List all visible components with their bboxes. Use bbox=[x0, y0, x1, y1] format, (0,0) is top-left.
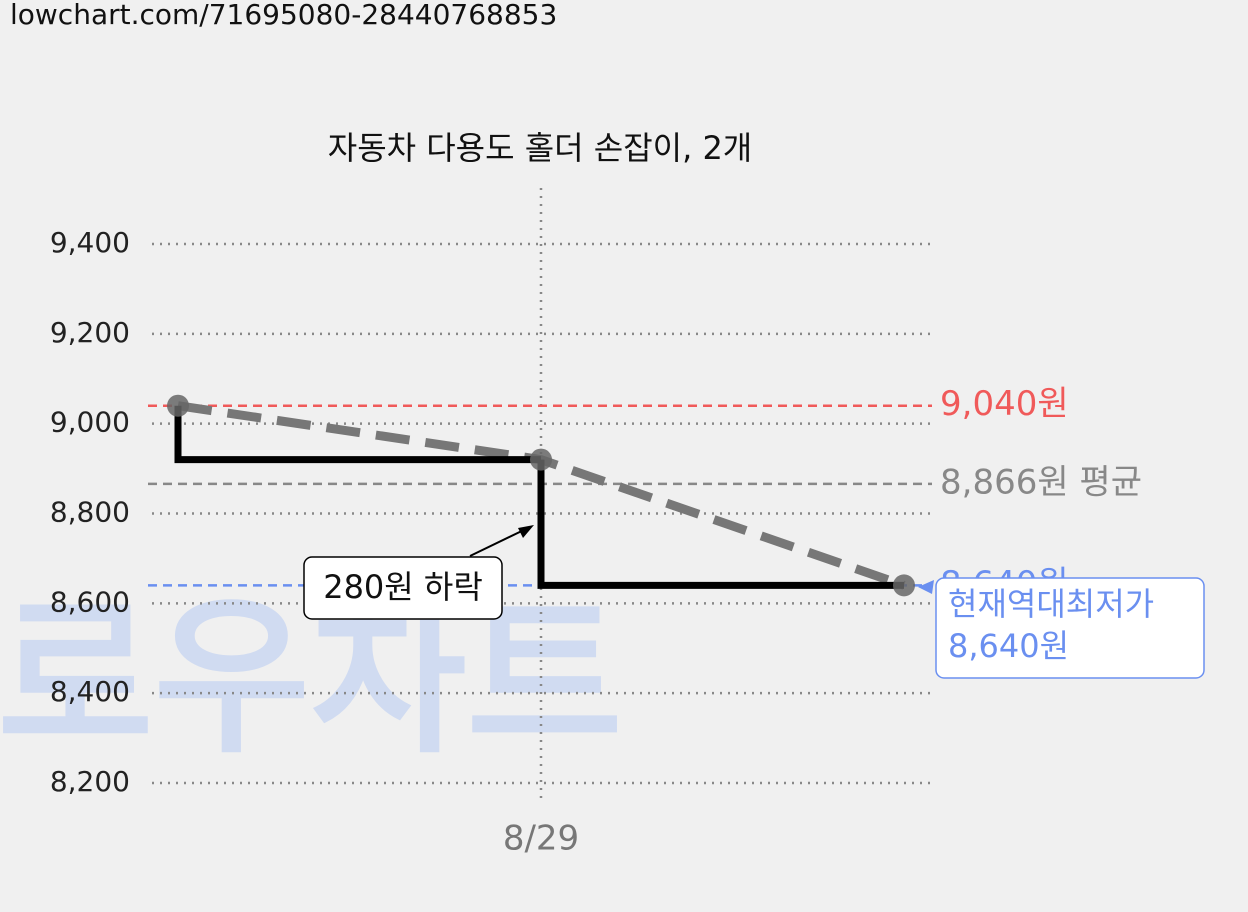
chart-title: 자동차 다용도 홀더 손잡이, 2개 bbox=[328, 129, 753, 167]
annotation-arrow bbox=[469, 527, 529, 557]
point bbox=[893, 574, 915, 597]
annotation-box bbox=[303, 556, 503, 620]
url: lowchart.com/71695080-28440768853 bbox=[10, 0, 557, 31]
callout-text: 8,640원 bbox=[948, 627, 1069, 665]
point bbox=[530, 448, 552, 471]
x-tick-label: 8/29 bbox=[503, 819, 579, 859]
callout-arrowhead bbox=[918, 580, 934, 594]
reference-label: 9,040원 bbox=[940, 384, 1069, 424]
y-tick-label: 9,400 bbox=[50, 226, 130, 259]
point bbox=[167, 394, 189, 417]
y-tick-label: 9,000 bbox=[50, 406, 130, 439]
y-tick-label: 8,800 bbox=[50, 496, 130, 529]
callout-text: 현재역대최저가 bbox=[948, 585, 1154, 623]
y-tick-label: 8,200 bbox=[50, 765, 130, 798]
annotation: 280원 하락 bbox=[323, 568, 483, 606]
y-tick-label: 8,400 bbox=[50, 675, 130, 708]
y-tick-label: 9,200 bbox=[50, 316, 130, 349]
annotation-arrowhead bbox=[518, 525, 534, 538]
callout-box bbox=[935, 577, 1205, 679]
y-tick-label: 8,600 bbox=[50, 585, 130, 618]
reference-label: 8,866원 평균 bbox=[940, 462, 1142, 502]
